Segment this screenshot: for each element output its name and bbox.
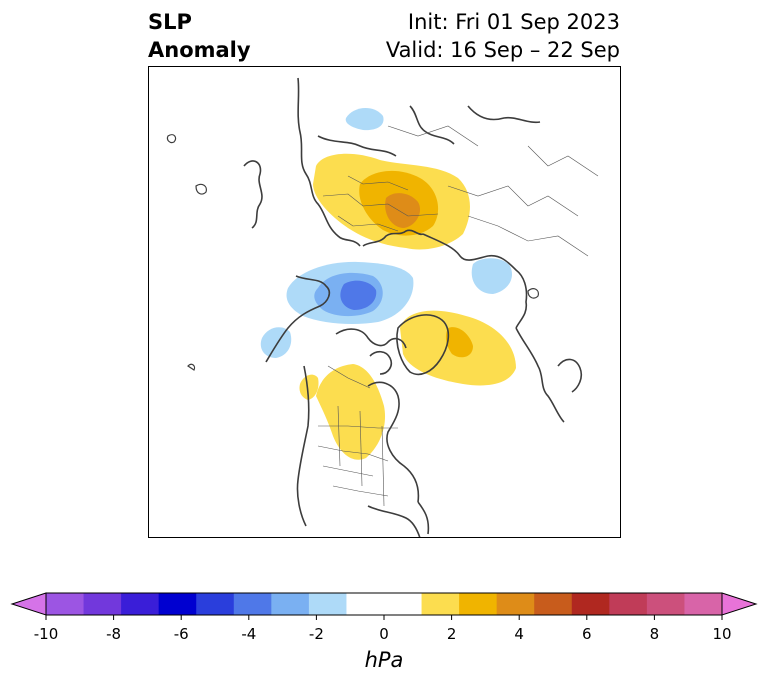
colorbar-tick-label: 10 xyxy=(712,625,731,643)
colorbar-segment xyxy=(196,593,235,615)
map-frame xyxy=(148,66,621,538)
colorbar-segments xyxy=(10,592,758,616)
positive-anomaly-north-america xyxy=(299,364,386,460)
colorbar-segment xyxy=(534,593,573,615)
colorbar-segment xyxy=(459,593,498,615)
plot-dates: Init: Fri 01 Sep 2023 Valid: 16 Sep – 22… xyxy=(386,8,620,64)
colorbar-segment xyxy=(233,593,272,615)
negative-anomaly-kara-sea xyxy=(471,258,513,294)
colorbar-segment xyxy=(121,593,160,615)
colorbar-segment xyxy=(384,593,423,615)
country-borders xyxy=(317,125,599,507)
colorbar-segment xyxy=(684,593,723,615)
colorbar-tick-label: -8 xyxy=(106,625,121,643)
colorbar-unit-label: hPa xyxy=(365,648,404,672)
negative-anomaly-siberia-alaska xyxy=(286,261,414,324)
title-variable: SLP xyxy=(148,10,192,34)
colorbar-tick-label: 6 xyxy=(582,625,592,643)
colorbar: -10 -8 -6 -4 -2 0 2 4 6 8 10 hPa xyxy=(10,592,758,672)
coastlines xyxy=(243,77,583,538)
colorbar-segment xyxy=(346,593,385,615)
colorbar-tick-label: 8 xyxy=(650,625,660,643)
title-type: Anomaly xyxy=(148,38,251,62)
colorbar-segment xyxy=(571,593,610,615)
colorbar-tick-label: 2 xyxy=(447,625,457,643)
negative-anomaly-mediterranean xyxy=(345,107,384,131)
colorbar-segment xyxy=(83,593,122,615)
init-date: Init: Fri 01 Sep 2023 xyxy=(407,10,620,34)
colorbar-tick-label: 4 xyxy=(514,625,524,643)
colorbar-segment xyxy=(421,593,460,615)
colorbar-tick-label: 0 xyxy=(379,625,389,643)
valid-range: Valid: 16 Sep – 22 Sep xyxy=(385,38,620,62)
colorbar-tick-label: -10 xyxy=(34,625,59,643)
colorbar-segment xyxy=(271,593,310,615)
colorbar-segment xyxy=(609,593,648,615)
colorbar-tick-label: -2 xyxy=(309,625,324,643)
positive-anomaly-greenland xyxy=(400,310,516,386)
map-panel xyxy=(148,66,621,538)
colorbar-segment xyxy=(46,593,85,615)
colorbar-tick-label: -6 xyxy=(174,625,189,643)
colorbar-segment xyxy=(646,593,685,615)
colorbar-extend-max xyxy=(721,592,758,616)
map-edge-gap xyxy=(148,284,151,318)
colorbar-ticks: -10 -8 -6 -4 -2 0 2 4 6 8 10 xyxy=(34,615,732,643)
colorbar-extend-min xyxy=(10,592,47,616)
colorbar-tick-label: -4 xyxy=(241,625,256,643)
colorbar-segment xyxy=(308,593,347,615)
anomaly-shading xyxy=(260,107,516,460)
colorbar-segment xyxy=(158,593,197,615)
islands xyxy=(166,134,539,371)
plot-title: SLP Anomaly xyxy=(148,8,251,64)
colorbar-segment xyxy=(496,593,535,615)
